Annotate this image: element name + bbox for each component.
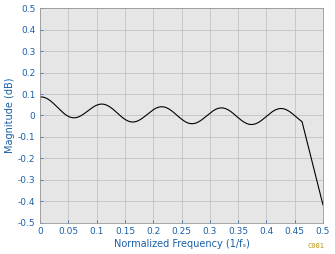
Y-axis label: Magnitude (dB): Magnitude (dB) — [5, 78, 15, 153]
X-axis label: Normalized Frequency (1/fₛ): Normalized Frequency (1/fₛ) — [114, 239, 250, 249]
Text: C001: C001 — [308, 243, 325, 249]
